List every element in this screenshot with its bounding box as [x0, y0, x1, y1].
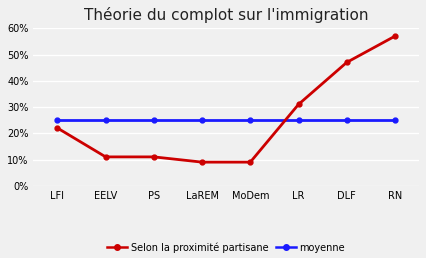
Title: Théorie du complot sur l'immigration: Théorie du complot sur l'immigration: [84, 7, 368, 23]
Legend: Selon la proximité partisane, moyenne: Selon la proximité partisane, moyenne: [104, 238, 349, 256]
